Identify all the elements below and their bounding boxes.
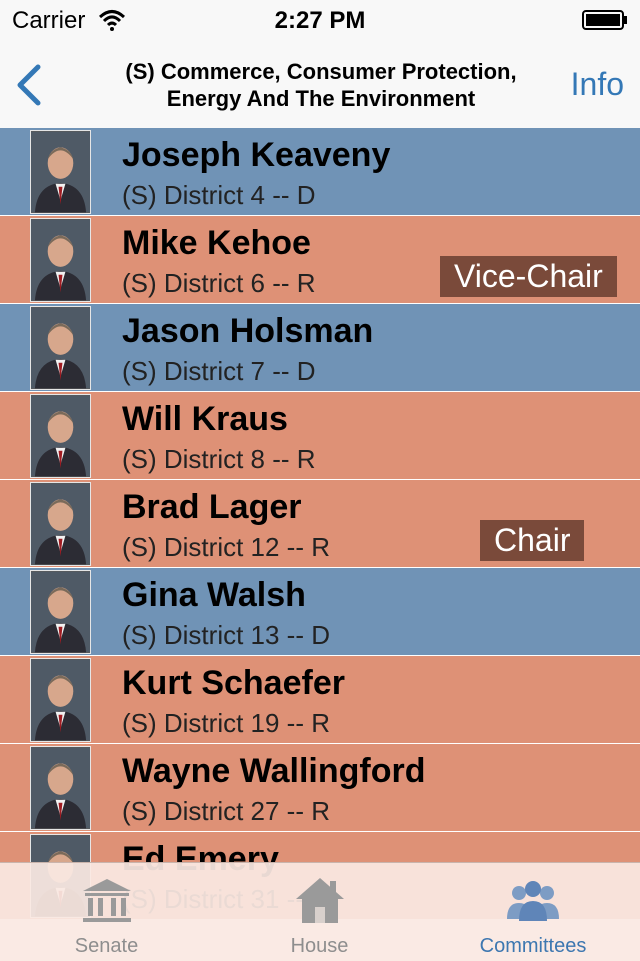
portrait-icon: [31, 395, 90, 477]
member-name: Gina Walsh: [122, 576, 306, 614]
member-district: (S) District 6 -- R: [122, 268, 316, 298]
member-district: (S) District 7 -- D: [122, 356, 316, 386]
tab-house-label: House: [290, 935, 349, 957]
member-district: (S) District 27 -- R: [122, 796, 330, 826]
portrait-icon: [31, 571, 90, 653]
wifi-icon: [98, 10, 126, 31]
page-title: (S) Commerce, Consumer Protection, Energ…: [96, 58, 546, 112]
member-photo: [30, 394, 91, 478]
committee-member-list: Joseph Keaveny (S) District 4 -- D Mike Ke…: [0, 128, 640, 920]
member-photo: [30, 306, 91, 390]
member-photo: [30, 218, 91, 302]
house-icon: [295, 878, 344, 923]
status-time: 2:27 PM: [274, 7, 366, 34]
tab-bar: Senate House Committees: [0, 862, 640, 961]
member-name: Mike Kehoe: [122, 224, 311, 262]
member-name: Will Kraus: [122, 400, 288, 438]
battery-icon: [582, 10, 627, 30]
senate-building-icon: [82, 879, 131, 922]
member-name: Wayne Wallingford: [122, 752, 426, 790]
portrait-icon: [31, 483, 90, 565]
portrait-icon: [31, 659, 90, 741]
title-line-1: (S) Commerce, Consumer Protection,: [125, 59, 517, 84]
member-photo: [30, 570, 91, 654]
member-name: Brad Lager: [122, 488, 302, 526]
portrait-icon: [31, 131, 90, 213]
member-row[interactable]: Gina Walsh (S) District 13 -- D: [0, 568, 640, 656]
member-photo: [30, 658, 91, 742]
member-name: Joseph Keaveny: [122, 136, 391, 174]
member-photo: [30, 746, 91, 830]
tab-house[interactable]: House: [213, 863, 426, 961]
portrait-icon: [31, 307, 90, 389]
status-bar: Carrier 2:27 PM: [0, 0, 640, 40]
committee-role-badge: Chair: [480, 520, 585, 561]
portrait-icon: [31, 219, 90, 301]
info-button[interactable]: Info: [570, 66, 624, 102]
navigation-bar: (S) Commerce, Consumer Protection, Energ…: [0, 40, 640, 129]
title-line-2: Energy And The Environment: [166, 86, 476, 111]
member-row[interactable]: Will Kraus (S) District 8 -- R: [0, 392, 640, 480]
member-row[interactable]: Brad Lager (S) District 12 -- R Chair: [0, 480, 640, 568]
member-row[interactable]: Wayne Wallingford (S) District 27 -- R: [0, 744, 640, 832]
member-name: Kurt Schaefer: [122, 664, 345, 702]
portrait-icon: [31, 747, 90, 829]
member-district: (S) District 8 -- R: [122, 444, 316, 474]
member-district: (S) District 19 -- R: [122, 708, 330, 738]
member-row[interactable]: Joseph Keaveny (S) District 4 -- D: [0, 128, 640, 216]
member-district: (S) District 12 -- R: [122, 532, 330, 562]
tab-committees[interactable]: Committees: [426, 863, 640, 961]
member-district: (S) District 4 -- D: [122, 180, 316, 210]
carrier-label: Carrier: [12, 7, 86, 34]
committees-people-icon: [507, 881, 559, 921]
member-district: (S) District 13 -- D: [122, 620, 330, 650]
back-chevron-icon[interactable]: [14, 64, 44, 106]
member-row[interactable]: Kurt Schaefer (S) District 19 -- R: [0, 656, 640, 744]
tab-senate-label: Senate: [74, 935, 139, 957]
member-photo: [30, 482, 91, 566]
member-row[interactable]: Jason Holsman (S) District 7 -- D: [0, 304, 640, 392]
member-row[interactable]: Mike Kehoe (S) District 6 -- R Vice-Chair: [0, 216, 640, 304]
tab-committees-label: Committees: [479, 935, 587, 957]
member-photo: [30, 130, 91, 214]
tab-senate[interactable]: Senate: [0, 863, 213, 961]
member-name: Jason Holsman: [122, 312, 374, 350]
committee-role-badge: Vice-Chair: [440, 256, 617, 297]
